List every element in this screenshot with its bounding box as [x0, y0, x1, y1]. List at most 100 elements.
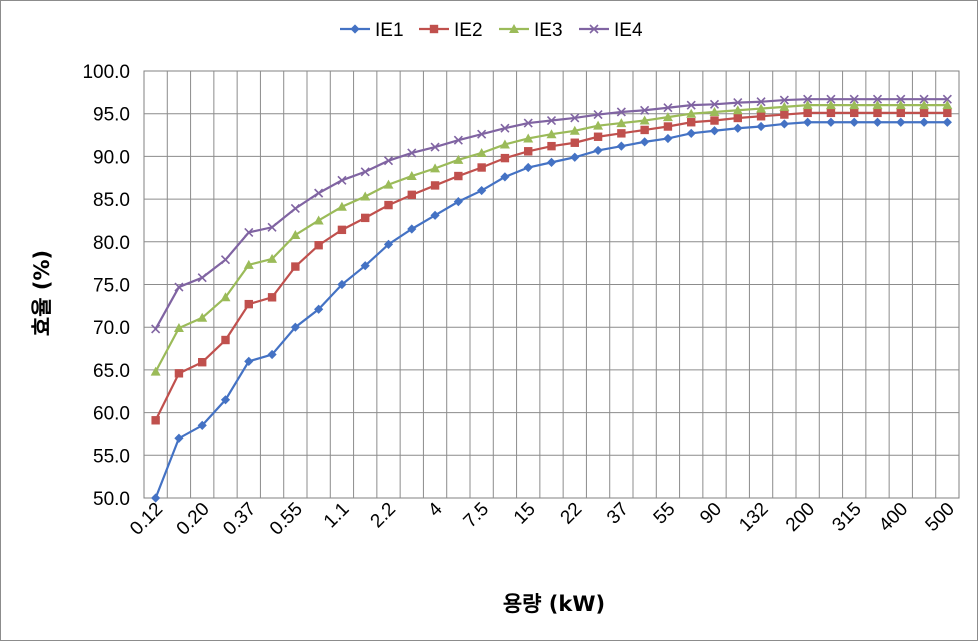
point-ie3 — [919, 100, 930, 110]
point-ie4 — [151, 324, 161, 334]
point-ie4 — [872, 94, 883, 104]
x-tick-label: 15 — [510, 499, 540, 529]
point-ie1 — [244, 356, 254, 366]
y-tick-label: 95.0 — [93, 105, 130, 126]
point-ie1 — [593, 145, 603, 156]
legend-label-ie2: IE2 — [454, 20, 483, 41]
legend-label-ie4: IE4 — [614, 20, 643, 41]
point-ie2 — [873, 108, 882, 118]
plot-area — [143, 70, 960, 503]
point-ie4 — [640, 105, 650, 115]
point-ie3 — [686, 108, 697, 118]
legend-marker-ie4 — [589, 24, 599, 34]
point-ie4 — [942, 94, 952, 104]
point-ie2 — [756, 112, 766, 121]
point-ie4 — [593, 109, 603, 120]
point-ie3 — [430, 163, 441, 173]
point-ie4 — [174, 282, 184, 292]
point-ie3 — [220, 292, 231, 302]
y-tick-label: 60.0 — [93, 404, 130, 425]
point-ie3 — [406, 171, 417, 181]
point-ie2 — [174, 369, 184, 378]
point-ie3 — [173, 323, 184, 333]
point-ie3 — [383, 179, 394, 189]
point-ie4 — [407, 148, 417, 158]
point-ie1 — [826, 117, 836, 127]
point-ie2 — [244, 299, 253, 309]
x-tick-label: 37 — [603, 499, 633, 529]
point-ie3 — [662, 112, 673, 122]
point-ie2 — [687, 118, 696, 127]
x-tick-label: 500 — [922, 499, 959, 536]
point-ie3 — [732, 105, 743, 115]
point-ie4 — [616, 107, 626, 117]
point-ie4 — [826, 94, 836, 104]
x-axis-title: 용량 (kW) — [503, 592, 605, 616]
point-ie4 — [500, 123, 510, 133]
point-ie1 — [546, 157, 557, 167]
point-ie1 — [640, 137, 650, 147]
point-ie1 — [151, 493, 161, 503]
point-ie3 — [197, 312, 208, 322]
point-ie3 — [709, 106, 720, 116]
point-ie2 — [640, 125, 649, 135]
point-ie1 — [803, 117, 813, 127]
point-ie3 — [825, 100, 836, 110]
point-ie1 — [570, 152, 580, 162]
point-ie2 — [547, 141, 556, 151]
point-ie1 — [407, 224, 417, 234]
point-ie1 — [220, 395, 231, 405]
y-tick-label: 90.0 — [93, 147, 130, 168]
point-ie4 — [733, 98, 743, 108]
x-axis-tick-labels: 0.12 0.20 0.37 0.55 1.1 2.2 4 7.5 15 22 37 55 90 132 2… — [126, 498, 959, 539]
x-tick-label: 22 — [557, 499, 587, 529]
point-ie4 — [849, 94, 859, 104]
point-ie4 — [290, 203, 300, 214]
point-ie2 — [198, 358, 207, 367]
point-ie1 — [500, 172, 510, 182]
point-ie2 — [361, 213, 370, 223]
point-ie2 — [617, 129, 626, 138]
point-ie3 — [593, 120, 604, 130]
point-ie4 — [197, 273, 207, 283]
point-ie3 — [546, 129, 557, 139]
point-ie2 — [593, 132, 603, 141]
point-ie1 — [197, 420, 207, 431]
point-ie3 — [476, 147, 487, 157]
x-tick-label: 315 — [828, 499, 865, 536]
point-ie3 — [895, 100, 906, 110]
point-ie4 — [570, 113, 580, 123]
point-ie4 — [803, 94, 813, 104]
point-ie4 — [896, 94, 906, 104]
legend-marker-ie2 — [429, 24, 439, 34]
point-ie1 — [896, 117, 906, 127]
point-ie2 — [151, 416, 160, 425]
point-ie1 — [919, 117, 929, 127]
y-tick-label: 70.0 — [93, 318, 130, 339]
point-ie4 — [663, 103, 673, 113]
point-ie2 — [384, 200, 393, 210]
point-ie4 — [523, 118, 533, 128]
point-ie2 — [221, 335, 230, 345]
y-tick-label: 50.0 — [93, 489, 130, 510]
point-ie4 — [244, 227, 254, 237]
point-ie2 — [267, 293, 277, 302]
point-ie1 — [663, 133, 673, 144]
point-ie3 — [942, 100, 953, 110]
point-ie2 — [780, 110, 789, 119]
point-ie2 — [407, 190, 416, 200]
point-ie2 — [733, 113, 742, 123]
point-ie1 — [267, 349, 277, 360]
x-tick-label: 4 — [424, 498, 447, 521]
point-ie2 — [430, 181, 440, 190]
x-tick-label: 0.12 — [126, 499, 167, 540]
point-ie3 — [313, 215, 324, 225]
legend-marker-ie3 — [509, 24, 519, 33]
horizontal-gridlines — [144, 113, 959, 456]
point-ie2 — [477, 163, 486, 172]
y-tick-label: 55.0 — [93, 446, 130, 467]
point-ie4 — [686, 100, 696, 110]
y-axis-title: 효율 (%) — [30, 250, 54, 336]
